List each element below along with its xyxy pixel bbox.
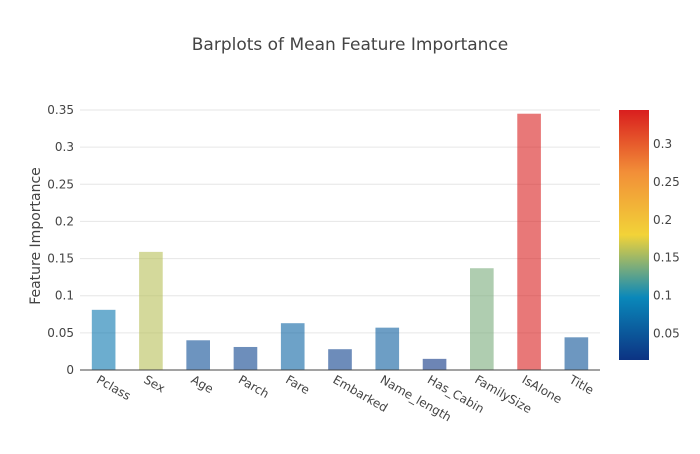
colorbar: 0.05 0.1 0.15 0.2 0.25 0.3 <box>619 110 680 360</box>
y-tick-label: 0.2 <box>55 214 74 228</box>
gridlines <box>80 109 600 334</box>
bar-sex[interactable] <box>139 251 163 370</box>
bar-has-cabin[interactable] <box>422 358 447 370</box>
x-tick-label: Title <box>566 372 596 397</box>
bar-age[interactable] <box>186 340 210 370</box>
y-tick-label: 0.35 <box>47 103 74 117</box>
y-tick-label: 0.3 <box>55 140 74 154</box>
colorbar-tick-label: 0.05 <box>653 326 680 340</box>
bar-fare[interactable] <box>280 323 305 370</box>
colorbar-tick-label: 0.15 <box>653 251 680 265</box>
colorbar-gradient <box>619 110 649 360</box>
bar-name-length[interactable] <box>375 327 400 370</box>
chart-title: Barplots of Mean Feature Importance <box>192 35 508 55</box>
bar-isalone[interactable] <box>517 113 541 370</box>
y-tick-label: 0.1 <box>55 289 74 303</box>
colorbar-tick-label: 0.25 <box>653 175 680 189</box>
x-tick-label: Pclass <box>94 372 133 403</box>
bar-familysize[interactable] <box>470 268 494 370</box>
colorbar-tick-label: 0.2 <box>653 213 672 227</box>
y-tick-label: 0 <box>66 363 74 377</box>
y-tick-label: 0.25 <box>47 177 74 191</box>
y-tick-label: 0.15 <box>47 252 74 266</box>
colorbar-tick-label: 0.3 <box>653 137 672 151</box>
x-tick-labels: Pclass Sex Age Parch Fare EmbarkedName_length… <box>94 372 596 424</box>
bar-title[interactable] <box>564 337 589 370</box>
x-tick-label: Parch <box>236 372 272 401</box>
x-tick-label: Age <box>189 372 216 396</box>
colorbar-tick-label: 0.1 <box>653 289 672 303</box>
bar-parch[interactable] <box>233 346 258 370</box>
y-tick-labels: 0 0.05 0.1 0.15 0.2 0.25 0.3 0.35 <box>47 103 74 377</box>
bars <box>80 113 600 371</box>
y-tick-label: 0.05 <box>47 326 74 340</box>
x-tick-label: Fare <box>283 372 312 397</box>
y-axis-title: Feature Importance <box>28 167 44 305</box>
bar-pclass[interactable] <box>91 309 116 370</box>
x-tick-label: Sex <box>141 372 167 395</box>
bar-embarked[interactable] <box>328 349 352 370</box>
